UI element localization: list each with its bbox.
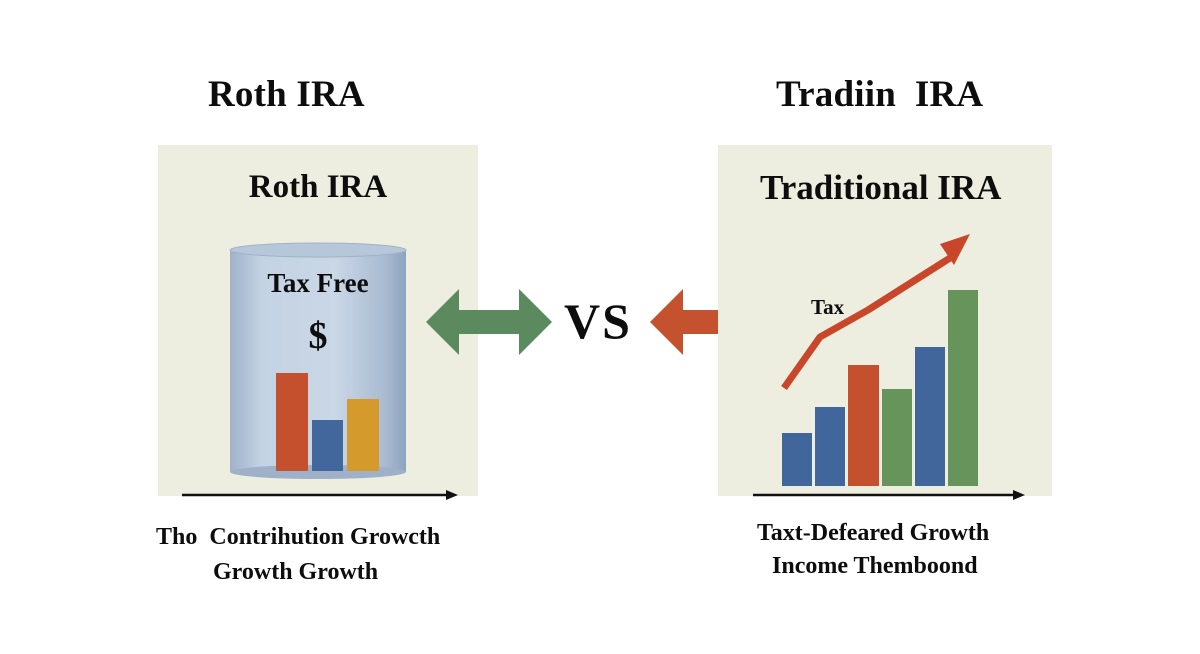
trad-bar-3 xyxy=(848,365,879,486)
traditional-axis-arrow xyxy=(753,488,1033,502)
tax-trend-arrow-icon xyxy=(718,145,1052,496)
trad-bar-6 xyxy=(948,290,978,486)
jar-bar-1 xyxy=(276,373,308,471)
tax-free-label: Tax Free xyxy=(267,268,369,298)
vs-label: VS xyxy=(564,293,632,349)
heading-traditional-ira: Tradiin IRA xyxy=(776,74,984,115)
dollar-sign-icon: $ xyxy=(308,315,328,357)
tax-trend-label: Tax xyxy=(811,295,845,319)
heading-roth-ira: Roth IRA xyxy=(208,74,365,115)
traditional-caption-line-2: Income Themboond xyxy=(772,553,978,579)
roth-ira-panel: Roth IRA Tax Free $ xyxy=(158,145,478,496)
roth-caption-line-1: Tho Contrihution Growcth xyxy=(156,524,441,550)
jar-bar-chart xyxy=(276,373,384,471)
jar-bar-3 xyxy=(347,399,379,471)
traditional-ira-panel-title: Traditional IRA xyxy=(760,168,1002,207)
traditional-caption-line-1: Taxt-Defeared Growth xyxy=(757,520,990,546)
roth-ira-panel-title: Roth IRA xyxy=(248,169,388,205)
trad-bar-1 xyxy=(782,433,812,486)
roth-caption-line-2: Growth Growth xyxy=(213,559,379,585)
roth-axis-arrow xyxy=(182,488,462,502)
traditional-ira-panel: Traditional IRA Tax xyxy=(718,145,1052,496)
trad-bar-2 xyxy=(815,407,845,486)
jar-bar-2 xyxy=(312,420,343,471)
green-double-arrow-icon xyxy=(426,288,552,356)
tax-free-jar: Tax Free $ xyxy=(228,240,408,480)
trad-bar-4 xyxy=(882,389,912,486)
traditional-bar-chart xyxy=(782,290,982,486)
trad-bar-5 xyxy=(915,347,945,486)
